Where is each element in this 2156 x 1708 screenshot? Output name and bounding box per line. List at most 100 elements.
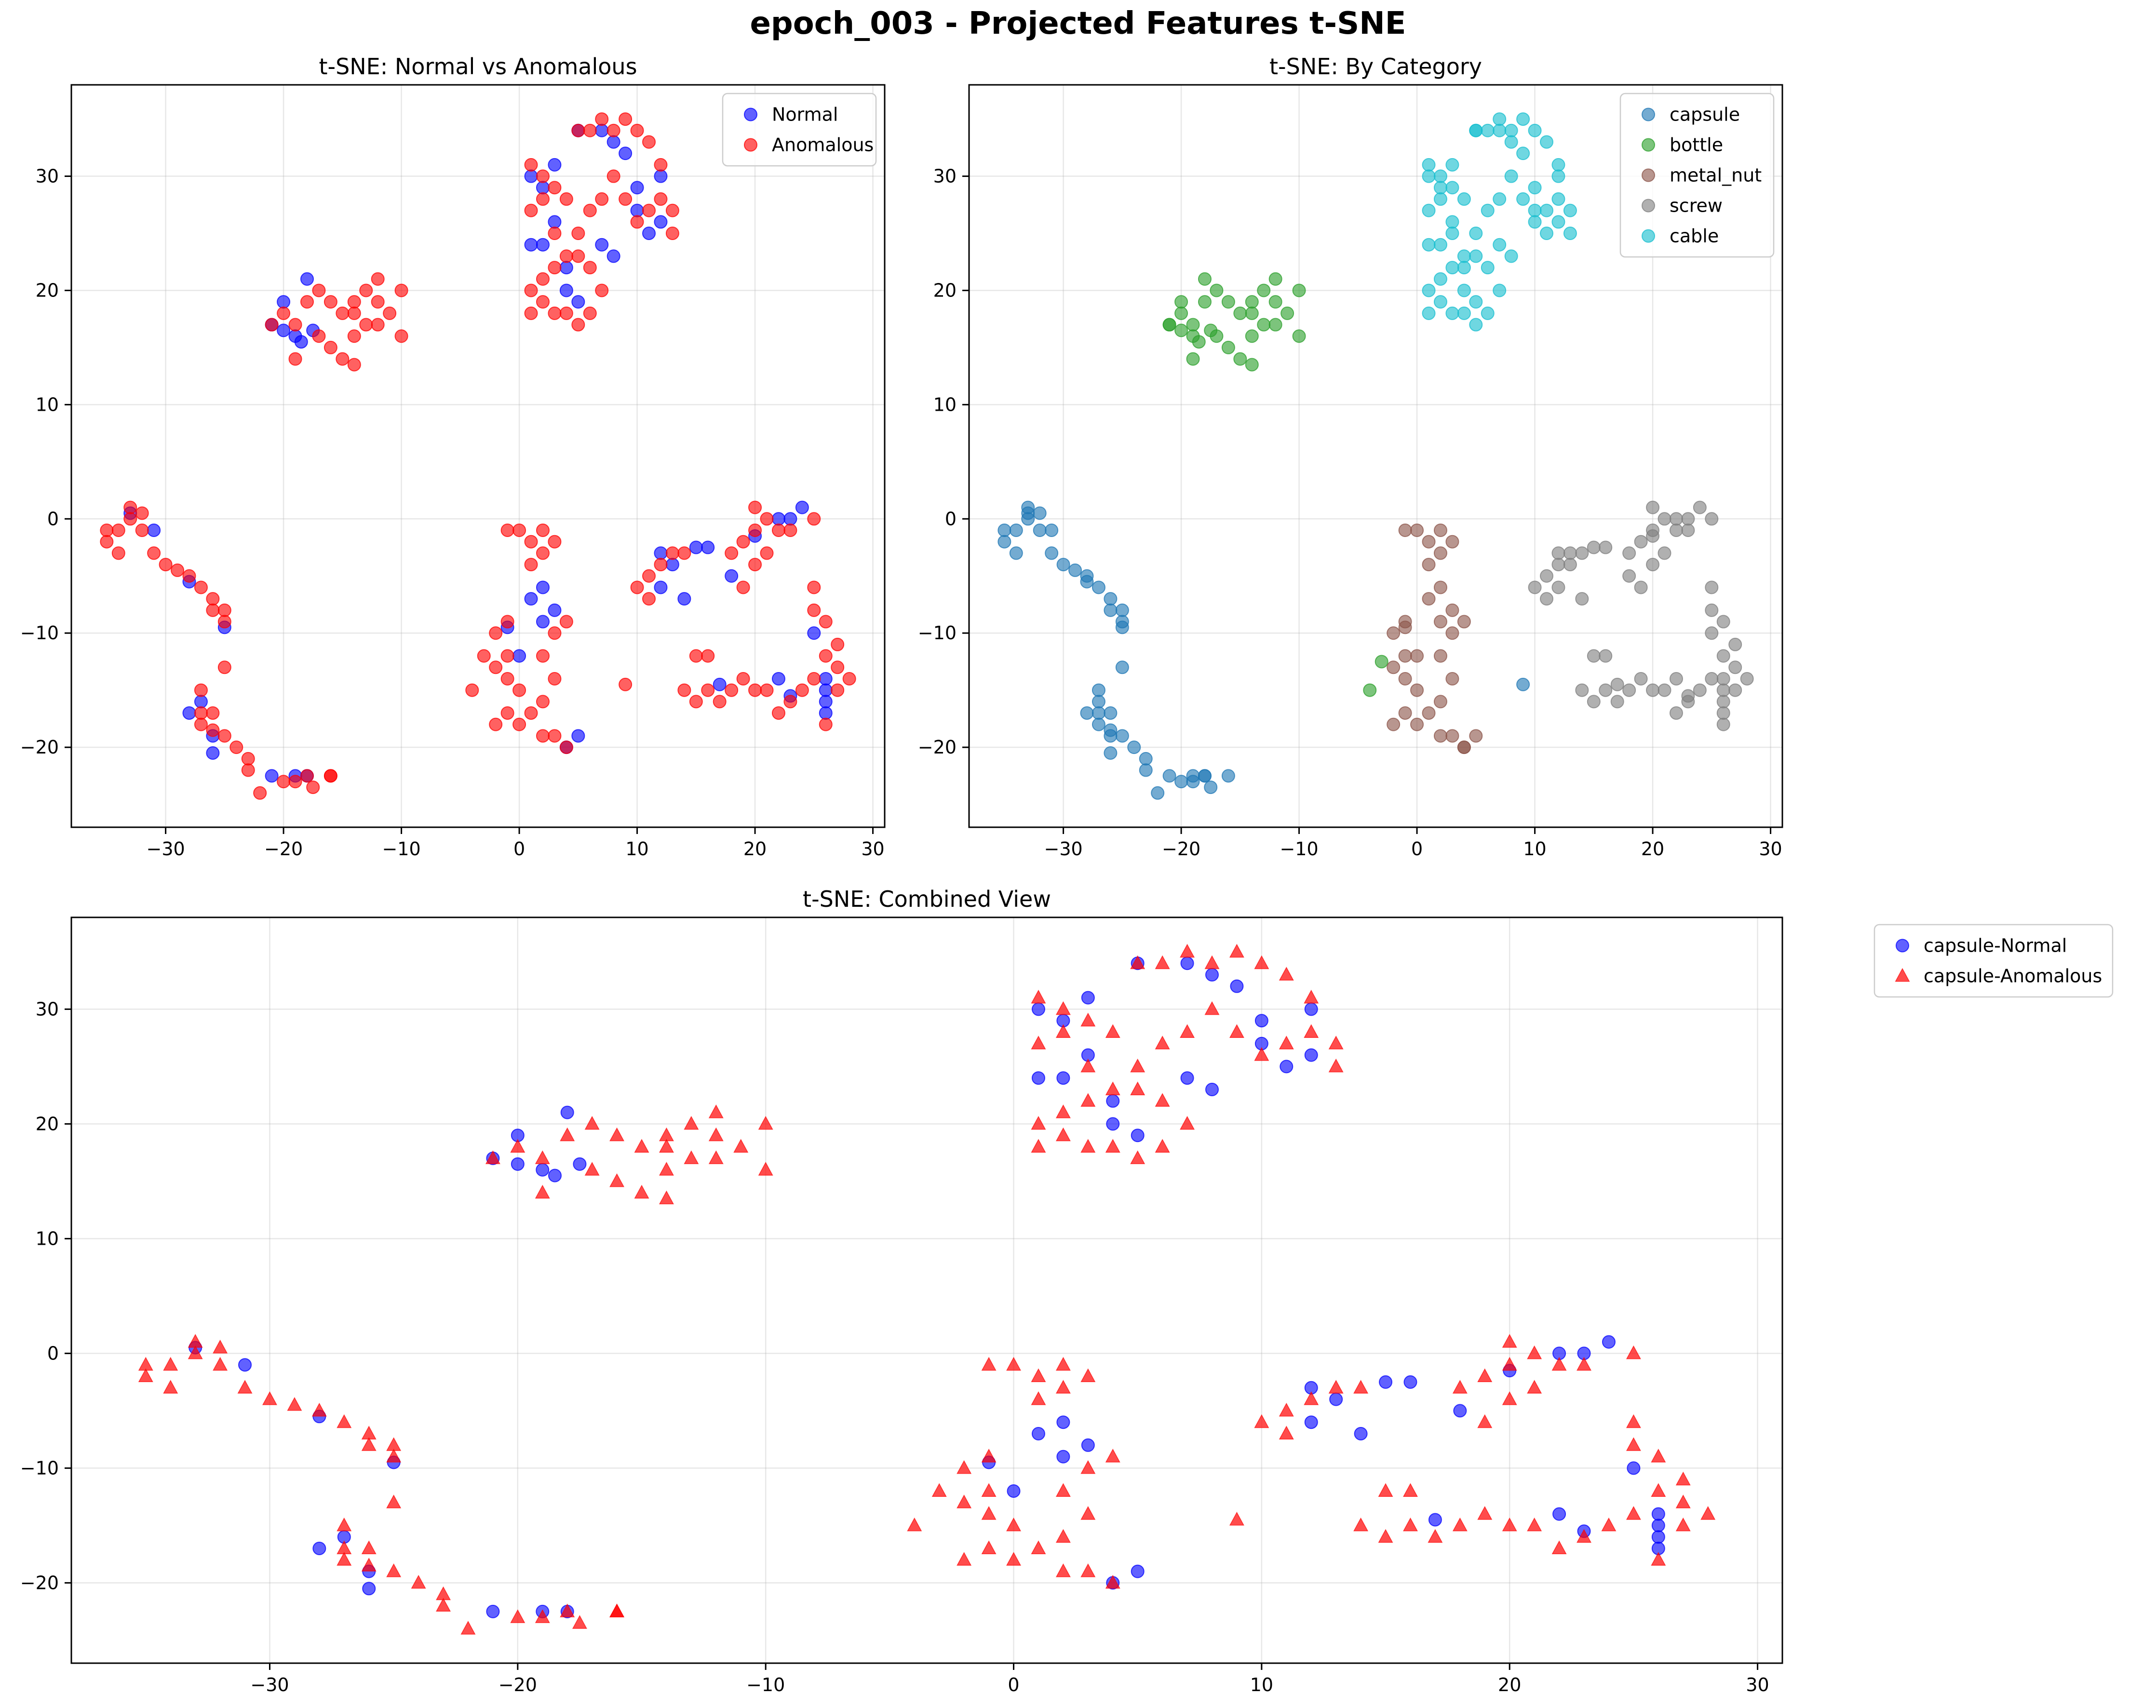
point-screw [1716, 695, 1730, 709]
point-anomalous [206, 603, 220, 617]
point-capsule-normal [1031, 1427, 1045, 1440]
point-normal [630, 203, 644, 217]
point-capsule-anomalous [287, 1397, 302, 1411]
point-capsule-anomalous [957, 1460, 972, 1474]
point-capsule-anomalous [708, 1127, 724, 1142]
point-screw [1728, 683, 1742, 697]
point-normal [277, 323, 291, 337]
point-anomalous [465, 683, 479, 697]
point-capsule-anomalous [163, 1380, 178, 1394]
point-cable [1433, 272, 1447, 286]
point-anomalous [277, 306, 291, 320]
point-capsule-anomalous [1155, 1093, 1170, 1107]
point-capsule-anomalous [1080, 1506, 1096, 1520]
point-anomalous [536, 192, 550, 206]
point-normal [524, 169, 538, 183]
point-metal-nut [1422, 558, 1436, 572]
point-anomalous [347, 306, 361, 320]
point-capsule-normal [1205, 1083, 1219, 1096]
point-capsule-anomalous [1502, 1357, 1517, 1371]
point-anomalous [595, 283, 609, 297]
point-capsule [1080, 575, 1094, 589]
point-anomalous [536, 524, 550, 537]
point-metal-nut [1433, 546, 1447, 560]
point-anomalous [665, 227, 679, 240]
point-metal-nut [1433, 580, 1447, 594]
point-metal-nut [1410, 683, 1424, 697]
point-capsule-anomalous [1155, 1036, 1170, 1049]
point-capsule-anomalous [584, 1162, 600, 1176]
point-cable [1469, 249, 1483, 263]
point-capsule [1009, 546, 1023, 560]
point-capsule-anomalous [1601, 1517, 1617, 1532]
point-capsule-anomalous [684, 1150, 699, 1164]
point-capsule [1091, 683, 1105, 697]
point-capsule-anomalous [1428, 1529, 1443, 1543]
point-cable [1422, 238, 1436, 252]
point-cable [1493, 123, 1507, 137]
point-capsule-anomalous [1527, 1517, 1542, 1532]
point-anomalous [559, 192, 573, 206]
point-bottle [1174, 306, 1188, 320]
point-anomalous [135, 506, 149, 520]
point-screw [1540, 569, 1554, 583]
point-capsule-normal [1304, 1048, 1318, 1062]
point-cable [1528, 123, 1542, 137]
point-normal [559, 283, 573, 297]
x-tick-label: 20 [1641, 838, 1664, 860]
point-anomalous [135, 524, 149, 537]
point-capsule [1091, 580, 1105, 594]
point-capsule-anomalous [1080, 1368, 1096, 1382]
point-anomalous [771, 706, 785, 720]
point-normal [677, 592, 691, 606]
legend-label-bottle: bottle [1670, 134, 1723, 156]
point-anomalous [606, 123, 620, 137]
point-cable [1445, 215, 1459, 229]
point-normal [819, 672, 833, 686]
point-capsule-normal [1651, 1519, 1665, 1533]
x-tick-label: 10 [625, 838, 648, 860]
point-anomalous [229, 740, 243, 754]
point-anomalous [736, 535, 750, 549]
point-capsule-normal [1180, 1071, 1194, 1085]
y-tick-label: −10 [20, 622, 59, 644]
point-anomalous [371, 318, 385, 332]
point-capsule [1104, 729, 1118, 743]
point-capsule-anomalous [1651, 1552, 1666, 1566]
point-capsule-anomalous [1055, 1529, 1071, 1543]
point-capsule-anomalous [485, 1150, 500, 1164]
point-capsule-normal [548, 1169, 562, 1183]
figure-title: epoch_003 - Projected Features t-SNE [750, 6, 1406, 41]
point-anomalous [159, 558, 173, 572]
point-capsule [1151, 786, 1165, 800]
point-capsule-normal [1428, 1513, 1442, 1527]
point-metal-nut [1398, 649, 1412, 663]
point-cable [1551, 158, 1565, 172]
point-capsule-anomalous [659, 1190, 674, 1205]
point-anomalous [760, 546, 774, 560]
point-anomalous [807, 603, 821, 617]
point-anomalous [265, 318, 279, 332]
point-capsule-anomalous [1502, 1391, 1517, 1405]
y-tick-label: −10 [20, 1457, 59, 1479]
points-layer [138, 943, 1716, 1635]
point-capsule-anomalous [1229, 943, 1244, 958]
point-metal-nut [1422, 535, 1436, 549]
point-capsule [1221, 769, 1235, 783]
point-anomalous [701, 683, 715, 697]
point-capsule-anomalous [634, 1139, 649, 1153]
y-tick-label: 10 [36, 394, 59, 415]
point-cable [1469, 227, 1483, 240]
point-capsule [1198, 769, 1212, 783]
point-capsule-normal [1031, 1002, 1045, 1016]
point-anomalous [689, 649, 703, 663]
point-capsule-anomalous [1031, 1368, 1046, 1382]
point-anomalous [194, 580, 208, 594]
point-normal [559, 261, 573, 275]
point-capsule-normal [511, 1157, 525, 1171]
points-layer [100, 112, 856, 800]
point-capsule-anomalous [1031, 1036, 1046, 1049]
point-capsule-anomalous [1105, 1024, 1120, 1038]
point-screw [1528, 580, 1542, 594]
x-tick-label: −20 [499, 1674, 537, 1695]
